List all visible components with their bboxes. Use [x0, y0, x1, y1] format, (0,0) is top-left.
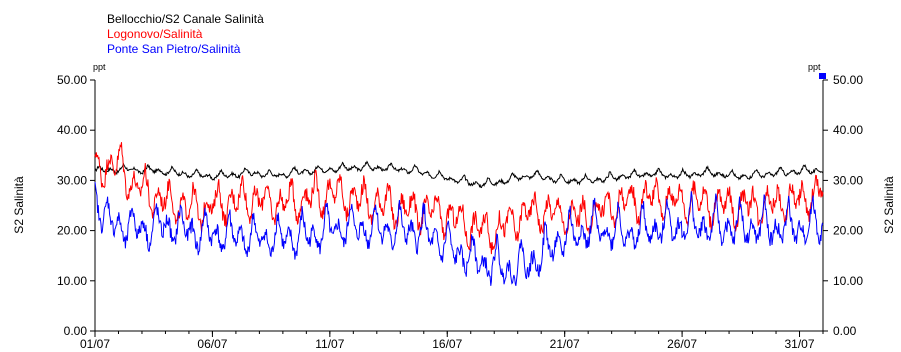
axes: 0.00 0.00 10.00 10.00 20.00 20.00 30.00 30.00 40… [57, 73, 863, 351]
legend-bellocchio: Bellocchio/S2 Canale Salinità [107, 12, 264, 26]
y-tick-label-left: 40.00 [57, 123, 87, 137]
y-tick-label-right: 0.00 [833, 324, 857, 338]
legend-logonovo: Logonovo/Salinità [107, 27, 203, 41]
series-layer [94, 142, 824, 286]
y-tick-label-right: 50.00 [833, 73, 863, 87]
series-line-logonovo [94, 142, 824, 255]
end-marker [819, 73, 826, 79]
x-tick-label: 31/07 [785, 337, 815, 351]
x-tick-label: 16/07 [432, 337, 462, 351]
x-tick-label: 06/07 [197, 337, 227, 351]
y-tick-label-right: 40.00 [833, 123, 863, 137]
legend-ponte-san-pietro: Ponte San Pietro/Salinità [107, 42, 241, 56]
x-tick-label: 11/07 [315, 337, 344, 351]
y-tick-label-left: 0.00 [64, 324, 88, 338]
y-tick-label-right: 30.00 [833, 173, 863, 187]
y-tick-label-right: 10.00 [833, 274, 863, 288]
x-tick-label: 21/07 [550, 337, 580, 351]
y-tick-label-left: 50.00 [57, 73, 87, 87]
y-tick-label-left: 10.00 [57, 274, 87, 288]
y-axis-title-right: S2 Salinità [882, 176, 896, 234]
x-tick-label: 26/07 [667, 337, 697, 351]
y-tick-label-right: 20.00 [833, 224, 863, 238]
unit-right: ppt [808, 62, 821, 72]
y-tick-label-left: 20.00 [57, 224, 87, 238]
legend: Bellocchio/S2 Canale Salinità Logonovo/S… [107, 12, 264, 57]
series-line-ponte [94, 181, 824, 286]
x-tick-label: 01/07 [80, 337, 110, 351]
y-tick-label-left: 30.00 [57, 173, 87, 187]
y-axis-title-left: S2 Salinità [12, 176, 26, 234]
series-line-bellocchio [94, 160, 824, 189]
unit-left: ppt [93, 62, 106, 72]
